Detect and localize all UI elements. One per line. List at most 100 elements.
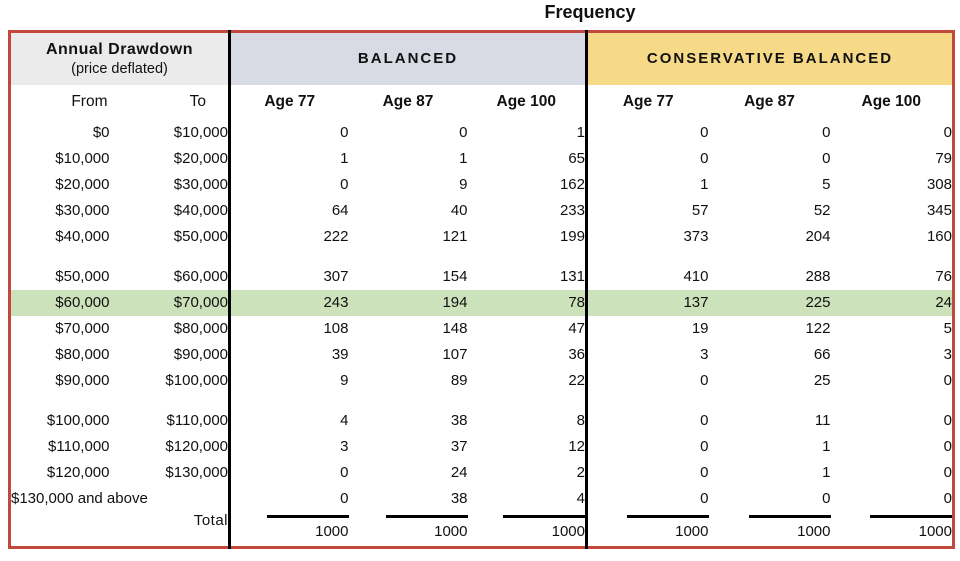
frequency-cell: 47 xyxy=(568,320,585,337)
drawdown-from-cell: $50,000 xyxy=(55,268,110,285)
frequency-cell: 0 xyxy=(943,464,952,481)
annual-drawdown-header: Annual Drawdown (price deflated) xyxy=(9,31,230,85)
frequency-cell: 194 xyxy=(348,289,468,316)
frequency-cell: 25 xyxy=(813,372,831,389)
drawdown-from-cell: $60,000 xyxy=(9,289,110,316)
table-row: $30,000 $40,000 64 40 233 57 52 345 xyxy=(10,197,954,224)
spacer-cell xyxy=(585,393,954,408)
balanced-group-header: BALANCED xyxy=(228,31,587,85)
drawdown-from-cell: $40,000 xyxy=(55,228,110,245)
table-row: $0 $10,000 0 0 1 0 0 0 xyxy=(10,119,954,146)
drawdown-to-cell: $60,000 xyxy=(173,268,228,285)
total-value: 1000 xyxy=(675,522,709,540)
table-row-highlighted: $60,000 $70,000 243 194 78 137 225 24 xyxy=(9,289,954,316)
drawdown-from-cell: $10,000 xyxy=(55,150,110,167)
sum-line xyxy=(870,514,954,518)
drawdown-from-cell: $90,000 xyxy=(55,372,110,389)
frequency-cell: 0 xyxy=(943,124,952,141)
frequency-cell: 1 xyxy=(228,145,349,172)
frequency-cell: 0 xyxy=(585,367,709,394)
table-row: $50,000 $60,000 307 154 131 410 288 76 xyxy=(10,263,954,290)
total-cell: 1000 xyxy=(228,511,349,548)
total-value: 1000 xyxy=(797,522,831,540)
frequency-cell: 0 xyxy=(943,438,952,455)
conservative-balanced-group-header: CONSERVATIVE BALANCED xyxy=(585,31,954,85)
group-spacer-row xyxy=(10,249,954,264)
table-row: $110,000 $120,000 3 37 12 0 1 0 xyxy=(10,433,954,460)
frequency-cell: 0 xyxy=(585,485,709,512)
total-cell: 1000 xyxy=(585,511,709,548)
frequency-cell: 66 xyxy=(813,346,831,363)
drawdown-from-cell: $20,000 xyxy=(55,176,110,193)
total-value: 1000 xyxy=(434,522,468,540)
spacer-cell xyxy=(228,393,587,408)
table-row: $20,000 $30,000 0 9 162 1 5 308 xyxy=(10,171,954,198)
frequency-cell: 39 xyxy=(228,341,349,368)
drawdown-from-cell: $30,000 xyxy=(55,202,110,219)
conservative-age87-header: Age 87 xyxy=(744,93,795,110)
frequency-cell: 8 xyxy=(576,412,585,429)
spacer-cell xyxy=(10,250,230,264)
frequency-cell: 107 xyxy=(442,346,468,363)
table-row: $10,000 $20,000 1 1 65 0 0 79 xyxy=(10,145,954,172)
drawdown-to-cell: $10,000 xyxy=(173,124,228,141)
frequency-cell: 0 xyxy=(459,124,468,141)
spacer-cell xyxy=(228,249,587,264)
frequency-cell: 0 xyxy=(822,150,831,167)
annual-drawdown-header-line2: (price deflated) xyxy=(71,60,168,77)
drawdown-range-cell: $130,000 and above xyxy=(11,490,148,507)
sum-line xyxy=(626,514,709,518)
frequency-cell: 108 xyxy=(228,315,349,342)
frequency-cell: 3 xyxy=(228,433,349,460)
drawdown-from-cell: $70,000 xyxy=(55,320,110,337)
drawdown-to-cell: $130,000 xyxy=(165,464,228,481)
frequency-cell: 345 xyxy=(926,202,952,219)
frequency-cell: 4 xyxy=(228,407,349,434)
drawdown-to-cell: $20,000 xyxy=(173,150,228,167)
frequency-cell: 5 xyxy=(822,176,831,193)
drawdown-to-cell: $120,000 xyxy=(165,438,228,455)
frequency-cell: 0 xyxy=(585,119,709,146)
drawdown-from-cell: $110,000 xyxy=(48,438,110,455)
frequency-cell: 0 xyxy=(822,124,831,141)
total-label: Total xyxy=(193,511,228,529)
table-row: $40,000 $50,000 222 121 199 373 204 160 xyxy=(10,223,954,250)
frequency-cell: 0 xyxy=(585,407,709,434)
frequency-cell: 0 xyxy=(822,490,831,507)
total-value: 1000 xyxy=(918,522,952,540)
frequency-cell: 3 xyxy=(585,341,709,368)
frequency-cell: 4 xyxy=(576,490,585,507)
table-row: $130,000 and above 0 38 4 0 0 0 xyxy=(10,485,954,512)
total-value: 1000 xyxy=(315,522,349,540)
spacer-cell xyxy=(10,394,230,408)
frequency-cell: 0 xyxy=(228,119,349,146)
table-row: $100,000 $110,000 4 38 8 0 11 0 xyxy=(10,407,954,434)
frequency-cell: 121 xyxy=(442,228,468,245)
drawdown-from-cell: $0 xyxy=(92,124,110,141)
frequency-cell: 36 xyxy=(568,346,585,363)
table-row: $70,000 $80,000 108 148 47 19 122 5 xyxy=(10,315,954,342)
frequency-cell: 410 xyxy=(585,263,709,290)
total-cell: 1000 xyxy=(831,512,954,548)
frequency-cell: 52 xyxy=(813,202,831,219)
frequency-cell: 3 xyxy=(943,346,952,363)
frequency-cell: 76 xyxy=(935,268,952,285)
from-column-header: From xyxy=(71,93,108,110)
frequency-cell: 2 xyxy=(576,464,585,481)
chart-title: Frequency xyxy=(544,2,636,22)
frequency-cell: 1 xyxy=(459,150,468,167)
conservative-age77-header: Age 77 xyxy=(585,84,709,120)
drawdown-from-cell: $120,000 xyxy=(46,464,110,481)
frequency-cell: 11 xyxy=(814,412,831,429)
total-cell: 1000 xyxy=(349,512,468,548)
frequency-cell: 12 xyxy=(568,438,585,455)
sum-line xyxy=(748,514,831,518)
table-row: $90,000 $100,000 9 89 22 0 25 0 xyxy=(10,367,954,394)
drawdown-from-cell: $80,000 xyxy=(55,346,110,363)
drawdown-to-cell: $90,000 xyxy=(173,346,228,363)
sum-line xyxy=(503,514,587,518)
frequency-cell: 79 xyxy=(935,150,952,167)
drawdown-to-cell: $100,000 xyxy=(165,372,228,389)
group-header-row: Annual Drawdown (price deflated) BALANCE… xyxy=(9,31,954,85)
